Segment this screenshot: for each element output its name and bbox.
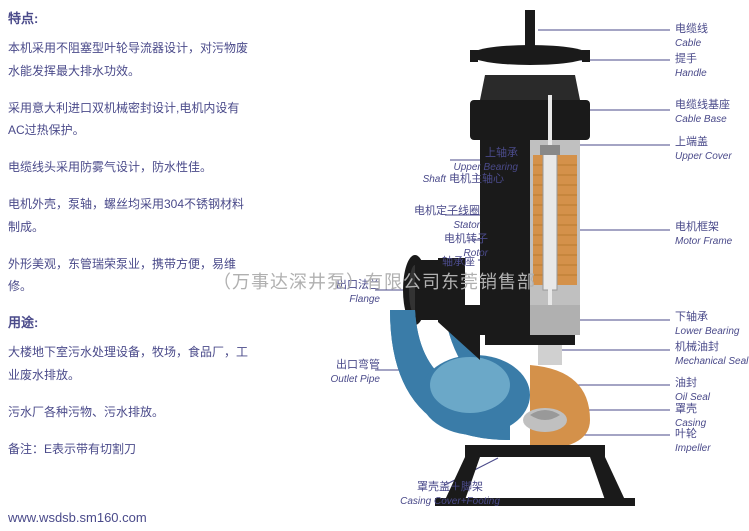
label-footing: 罩壳盖＋脚架Casing Cover+Footing bbox=[385, 480, 515, 509]
label-handle: 提手Handle bbox=[675, 52, 707, 81]
label-bearinghousing: 轴承座 bbox=[410, 255, 475, 269]
label-uppercover: 上端盖Upper Cover bbox=[675, 135, 732, 164]
pump-diagram: 电缆线Cable 提手Handle 电缆线基座Cable Base 上端盖Upp… bbox=[270, 0, 749, 520]
para-4: 电机外壳，泵轴，螺丝均采用304不锈钢材料制成。 bbox=[8, 193, 248, 239]
label-cable: 电缆线Cable bbox=[675, 22, 708, 51]
url-text: www.wsdsb.sm160.com bbox=[8, 510, 147, 525]
para-7: 污水厂各种污物、污水排放。 bbox=[8, 401, 248, 424]
para-3: 电缆线头采用防雾气设计，防水性佳。 bbox=[8, 156, 248, 179]
para-8: 备注：E表示带有切割刀 bbox=[8, 438, 248, 461]
label-stator: 电机定子线圈Stator bbox=[385, 204, 480, 233]
label-impeller: 叶轮Impeller bbox=[675, 427, 711, 456]
features-heading: 特点: bbox=[8, 8, 248, 27]
label-flange: 出口法兰Flange bbox=[320, 278, 380, 307]
label-mechseal: 机械油封Mechanical Seal bbox=[675, 340, 748, 369]
usage-heading: 用途: bbox=[8, 312, 248, 331]
para-5: 外形美观，东管瑞荣泵业，携带方便，易维修。 bbox=[8, 253, 248, 299]
label-oilseal: 油封Oil Seal bbox=[675, 376, 710, 405]
label-upperbearing: 上轴承Upper Bearing bbox=[448, 146, 518, 175]
label-shaft: Shaft 电机主轴心 bbox=[422, 172, 504, 186]
para-2: 采用意大利进口双机械密封设计,电机内设有AC过热保护。 bbox=[8, 97, 248, 143]
para-6: 大楼地下室污水处理设备，牧场，食品厂，工业废水排放。 bbox=[8, 341, 248, 387]
label-cablebase: 电缆线基座Cable Base bbox=[675, 98, 730, 127]
para-1: 本机采用不阻塞型叶轮导流器设计，对污物废水能发挥最大排水功效。 bbox=[8, 37, 248, 83]
label-lowerbearing: 下轴承Lower Bearing bbox=[675, 310, 739, 339]
label-outletpipe: 出口弯管Outlet Pipe bbox=[320, 358, 380, 387]
label-motorframe: 电机框架Motor Frame bbox=[675, 220, 732, 249]
